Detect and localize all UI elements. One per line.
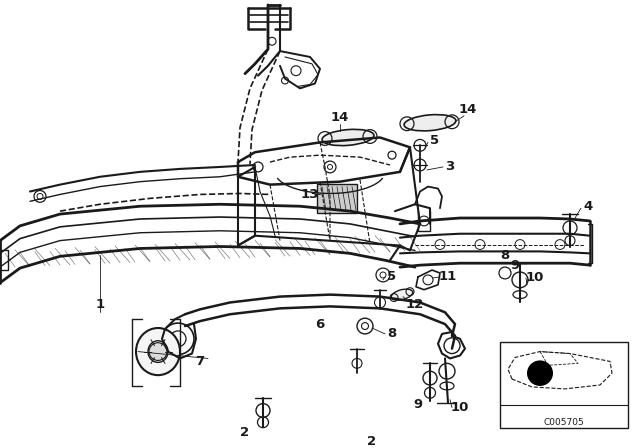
- Text: 10: 10: [451, 401, 469, 414]
- Text: 1: 1: [95, 298, 104, 311]
- Text: 2: 2: [241, 426, 250, 439]
- Text: 8: 8: [500, 249, 509, 262]
- Text: 6: 6: [316, 318, 324, 331]
- Text: 14: 14: [459, 103, 477, 116]
- Text: 7: 7: [195, 355, 205, 368]
- Text: 9: 9: [511, 258, 520, 271]
- Ellipse shape: [136, 328, 180, 375]
- Text: 5: 5: [387, 271, 397, 284]
- Circle shape: [527, 360, 553, 386]
- Text: 11: 11: [439, 271, 457, 284]
- Ellipse shape: [513, 291, 527, 298]
- Text: 2: 2: [367, 435, 376, 448]
- Circle shape: [149, 343, 167, 360]
- Ellipse shape: [322, 129, 374, 146]
- Text: 3: 3: [445, 160, 454, 173]
- Text: 8: 8: [387, 327, 397, 340]
- Ellipse shape: [404, 115, 456, 131]
- Text: 5: 5: [431, 134, 440, 147]
- Text: 4: 4: [584, 200, 593, 213]
- Ellipse shape: [148, 341, 168, 362]
- Text: 13: 13: [301, 188, 319, 201]
- Text: 12: 12: [406, 298, 424, 311]
- FancyBboxPatch shape: [317, 184, 357, 213]
- Text: 14: 14: [331, 112, 349, 125]
- Text: 10: 10: [526, 271, 544, 284]
- Bar: [500, 342, 628, 428]
- Ellipse shape: [440, 382, 454, 390]
- Ellipse shape: [391, 289, 413, 300]
- Text: C005705: C005705: [543, 418, 584, 427]
- Text: 9: 9: [413, 398, 422, 411]
